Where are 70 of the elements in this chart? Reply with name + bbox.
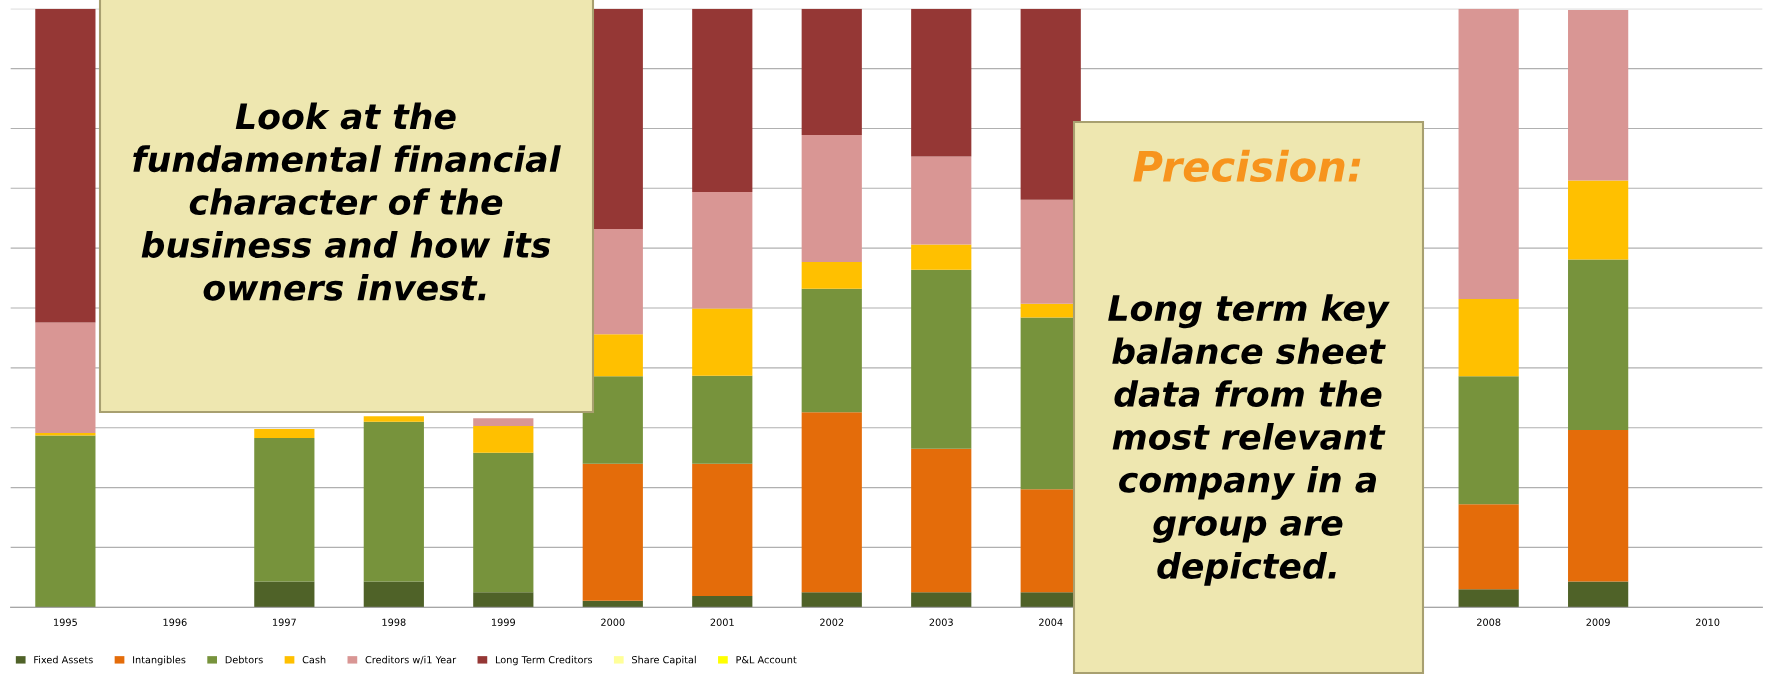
bar <box>1020 8 1081 200</box>
bar <box>692 8 753 192</box>
bar <box>582 600 643 608</box>
x-tick-label: 1997 <box>273 618 296 626</box>
x-tick-label: 1996 <box>163 618 187 626</box>
bar <box>473 425 534 453</box>
bar <box>692 595 753 608</box>
x-tick-label: 2008 <box>1477 618 1501 626</box>
bar <box>35 433 96 436</box>
annotation: Long term key balance sheet data from the most relevant company in a group are depicted. <box>1108 294 1390 586</box>
x-tick-label: 2001 <box>710 618 734 626</box>
bar <box>1568 430 1629 582</box>
bar <box>473 452 534 593</box>
bar <box>1568 581 1629 608</box>
bar <box>801 135 862 262</box>
bar <box>582 376 643 464</box>
legend-label: Long Term Creditors <box>495 655 593 666</box>
bar <box>35 322 96 434</box>
bar <box>911 448 972 593</box>
bar <box>1458 8 1519 300</box>
x-tick-label: 2004 <box>1039 618 1063 626</box>
bar <box>582 463 643 601</box>
bar <box>473 418 534 426</box>
legend-label: Cash <box>302 655 326 664</box>
bar <box>692 191 753 309</box>
bar <box>801 261 862 289</box>
x-tick-label: 1995 <box>54 618 77 626</box>
bar <box>801 288 862 413</box>
bar <box>1568 180 1629 260</box>
bar <box>363 416 424 422</box>
x-tick-label: 2003 <box>929 618 953 626</box>
bar <box>801 412 862 593</box>
bar <box>911 592 972 608</box>
legend-label: Fixed Assets <box>34 655 93 664</box>
bar <box>473 592 534 608</box>
x-tick-label: 2000 <box>601 618 625 626</box>
bar <box>801 8 862 136</box>
annotation: Precision: <box>1133 149 1361 183</box>
bar <box>363 581 424 608</box>
bar <box>1458 589 1519 608</box>
x-tick-label: 1999 <box>492 618 515 626</box>
legend-label: P&L Account <box>736 656 797 664</box>
bar <box>801 592 862 608</box>
x-tick-label: 1998 <box>382 618 406 626</box>
bar <box>254 581 315 608</box>
bar <box>1458 504 1519 590</box>
legend-label: Intangibles <box>133 655 186 666</box>
bar <box>1568 259 1629 431</box>
legend-label: Creditors w/i1 Year <box>365 655 457 665</box>
bar <box>692 463 753 596</box>
bar <box>1458 299 1519 377</box>
bar <box>35 8 96 323</box>
x-tick-label: 2009 <box>1586 618 1610 626</box>
bar <box>1568 9 1629 181</box>
x-tick-label: 2002 <box>820 618 844 626</box>
bar <box>692 375 753 464</box>
legend-label: Debtors <box>225 655 263 664</box>
bar <box>911 269 972 449</box>
bar <box>1458 376 1519 505</box>
bar <box>911 8 972 157</box>
bar <box>363 421 424 582</box>
x-tick-label: 2010 <box>1695 618 1720 626</box>
bar <box>911 156 972 245</box>
annotation: Look at the fundamental financial character of the business and how its owners invest. <box>133 102 561 301</box>
bar <box>254 428 315 438</box>
legend-label: Share Capital <box>632 655 696 666</box>
bar <box>254 437 315 582</box>
bar <box>35 435 96 608</box>
bar <box>911 244 972 270</box>
bar <box>692 308 753 376</box>
